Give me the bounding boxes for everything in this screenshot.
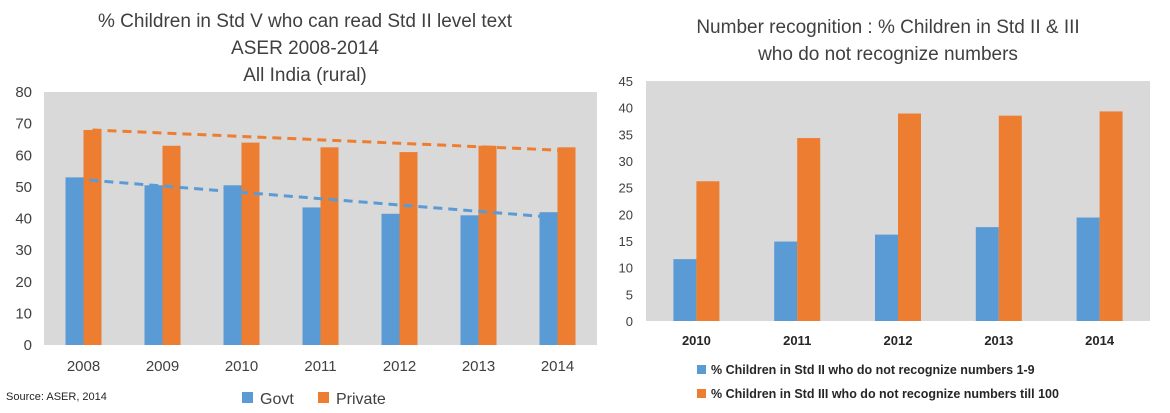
x-tick-label: 2014 bbox=[1085, 333, 1115, 348]
legend-swatch-private bbox=[318, 392, 329, 403]
bar-b-2013 bbox=[478, 145, 497, 345]
bar-b-2011 bbox=[320, 147, 339, 345]
y-tick-label: 0 bbox=[626, 314, 633, 329]
bar-a-2009 bbox=[144, 185, 163, 345]
left-legend: Govt Private bbox=[242, 391, 386, 408]
bar-a-2014 bbox=[539, 212, 558, 345]
bar-b-2012 bbox=[399, 152, 418, 345]
y-tick-label: 0 bbox=[24, 337, 32, 354]
bar-b-2014 bbox=[1099, 111, 1123, 322]
bar-b-2009 bbox=[162, 145, 181, 345]
bar-b-2013 bbox=[998, 115, 1022, 322]
legend-label-std3: % Children in Std III who do not recogni… bbox=[711, 387, 1059, 401]
x-tick-label: 2010 bbox=[225, 358, 258, 375]
y-tick-label: 25 bbox=[619, 181, 633, 196]
bar-a-2013 bbox=[975, 227, 999, 321]
right-legend: % Children in Std II who do not recogniz… bbox=[697, 363, 1059, 401]
y-tick-label: 10 bbox=[619, 261, 633, 276]
bar-b-2012 bbox=[898, 113, 921, 322]
legend-label-std2: % Children in Std II who do not recogniz… bbox=[711, 363, 1035, 377]
x-tick-label: 2011 bbox=[783, 333, 811, 348]
left-title-line-1: % Children in Std V who can read Std II … bbox=[98, 11, 513, 32]
y-tick-label: 10 bbox=[15, 305, 32, 322]
y-tick-label: 40 bbox=[619, 101, 633, 116]
bar-a-2014 bbox=[1076, 217, 1100, 321]
x-tick-label: 2009 bbox=[146, 358, 179, 375]
right-chart: Number recognition : % Children in Std I… bbox=[619, 17, 1150, 401]
y-tick-label: 15 bbox=[619, 234, 633, 249]
left-chart: % Children in Std V who can read Std II … bbox=[6, 11, 597, 408]
bar-a-2013 bbox=[460, 215, 479, 345]
bar-a-2010 bbox=[673, 259, 697, 321]
bar-a-2011 bbox=[302, 207, 321, 345]
y-tick-label: 70 bbox=[15, 116, 32, 133]
y-tick-label: 35 bbox=[619, 127, 633, 142]
y-tick-label: 40 bbox=[15, 211, 32, 228]
right-title-line-2: who do not recognize numbers bbox=[757, 44, 1018, 65]
x-tick-label: 2013 bbox=[462, 358, 495, 375]
bar-b-2011 bbox=[797, 138, 821, 321]
x-tick-label: 2012 bbox=[884, 333, 913, 348]
bar-a-2010 bbox=[223, 185, 242, 345]
bar-b-2010 bbox=[696, 181, 720, 321]
x-tick-label: 2008 bbox=[67, 358, 100, 375]
left-title-line-3: All India (rural) bbox=[243, 65, 367, 86]
y-tick-label: 80 bbox=[15, 84, 32, 101]
y-tick-label: 60 bbox=[15, 147, 32, 164]
y-tick-label: 20 bbox=[619, 207, 633, 222]
trendline-govt bbox=[74, 177, 549, 219]
x-tick-label: 2012 bbox=[383, 358, 416, 375]
bar-a-2012 bbox=[381, 213, 400, 345]
left-title-line-2: ASER 2008-2014 bbox=[231, 38, 379, 59]
bar-a-2011 bbox=[774, 241, 798, 321]
trendline-private bbox=[92, 128, 567, 153]
y-tick-label: 5 bbox=[626, 287, 633, 302]
bar-a-2008 bbox=[65, 177, 84, 345]
y-tick-label: 45 bbox=[619, 74, 633, 89]
source-note: Source: ASER, 2014 bbox=[6, 391, 107, 403]
legend-swatch-std3 bbox=[697, 389, 706, 398]
bar-a-2012 bbox=[875, 234, 898, 321]
y-tick-label: 30 bbox=[619, 154, 633, 169]
y-tick-label: 20 bbox=[15, 274, 32, 291]
x-tick-label: 2011 bbox=[304, 358, 336, 375]
legend-label-govt: Govt bbox=[260, 391, 294, 408]
bar-b-2014 bbox=[557, 147, 576, 345]
bar-b-2008 bbox=[83, 129, 102, 345]
right-title-line-1: Number recognition : % Children in Std I… bbox=[696, 17, 1079, 38]
legend-swatch-std2 bbox=[697, 365, 706, 374]
bar-b-2010 bbox=[241, 142, 260, 345]
legend-swatch-govt bbox=[242, 392, 253, 403]
y-tick-label: 30 bbox=[15, 242, 32, 259]
y-tick-label: 50 bbox=[15, 179, 32, 196]
x-tick-label: 2013 bbox=[984, 333, 1013, 348]
x-tick-label: 2010 bbox=[682, 333, 711, 348]
x-tick-label: 2014 bbox=[541, 358, 574, 375]
legend-label-private: Private bbox=[336, 391, 386, 408]
